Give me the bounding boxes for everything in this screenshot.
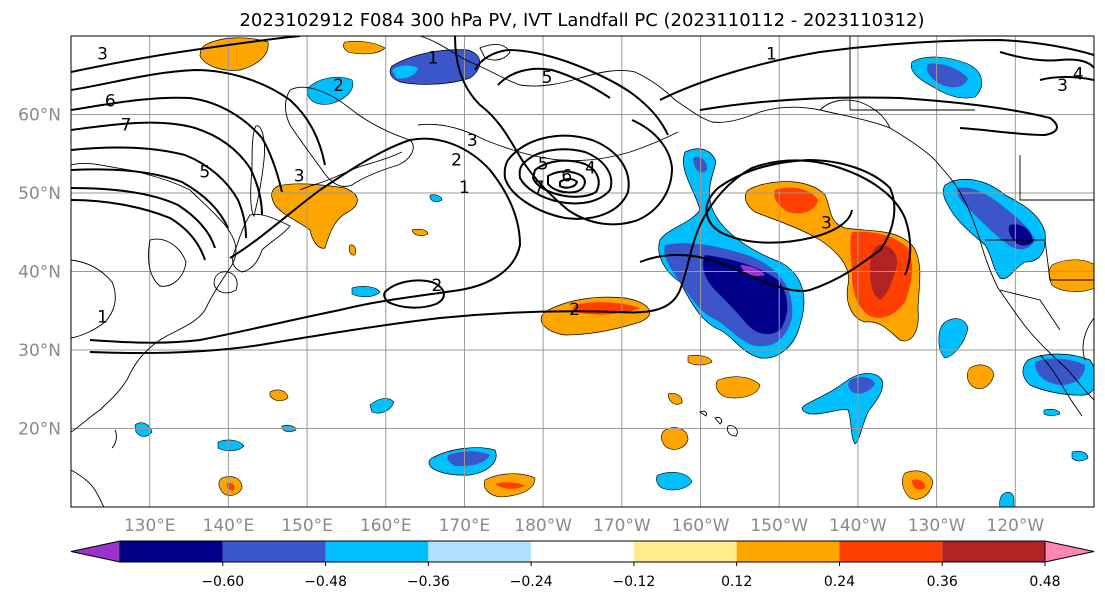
contour-label: 3 <box>467 131 478 151</box>
colorbar-bin <box>222 541 326 562</box>
colorbar-tick-label: 0.12 <box>721 574 752 590</box>
pv-contours <box>71 36 1094 355</box>
lon-tick-label: 150°W <box>750 516 808 536</box>
contour-label: 3 <box>97 45 108 65</box>
lon-tick-label: 150°E <box>281 516 333 536</box>
colorbar-bin <box>736 541 840 562</box>
contour-label: 1 <box>97 308 108 328</box>
contour-label: 7 <box>534 178 545 198</box>
contour-label: 3 <box>821 213 832 233</box>
contour-label: 2 <box>569 300 580 320</box>
lon-tick-label: 160°W <box>672 516 730 536</box>
lon-tick-label: 140°W <box>829 516 887 536</box>
contour-label: 7 <box>121 115 132 135</box>
colorbar-bin <box>531 541 634 562</box>
colorbar-tick-label: 0.48 <box>1029 574 1060 590</box>
lon-tick-label: 120°W <box>986 516 1044 536</box>
colorbar-bin <box>633 541 737 562</box>
contour-label: 2 <box>333 76 344 96</box>
coastlines <box>71 36 1094 507</box>
map-graticule <box>71 36 1094 507</box>
lat-tick-label: 40°N <box>18 263 61 283</box>
colorbar-bin <box>839 541 943 562</box>
colorbar-frame <box>119 540 1046 563</box>
colorbar-extend-low <box>70 540 121 563</box>
longitude-tick-labels: 130°E 140°E 150°E 160°E 170°E 180°W 170°W 160°W… <box>124 516 1045 536</box>
lon-tick-label: 170°E <box>439 516 491 536</box>
colorbar <box>70 540 1095 563</box>
lat-tick-label: 20°N <box>18 420 61 440</box>
colorbar-bin <box>120 541 223 562</box>
lon-tick-label: 160°E <box>360 516 412 536</box>
contour-label: 4 <box>1073 64 1084 84</box>
colorbar-tick-label: −0.60 <box>201 574 244 590</box>
contour-label: 1 <box>459 178 470 198</box>
lat-tick-label: 50°N <box>18 184 61 204</box>
contour-label: 6 <box>561 166 572 186</box>
contour-label: 5 <box>542 68 553 88</box>
contour-label: 2 <box>451 151 462 171</box>
colorbar-tick-label: −0.48 <box>304 574 347 590</box>
lat-tick-label: 60°N <box>18 106 61 126</box>
map-title: 2023102912 F084 300 hPa PV, IVT Landfall… <box>239 10 924 31</box>
colorbar-bin <box>325 541 429 562</box>
lon-tick-label: 170°W <box>593 516 651 536</box>
contour-label: 3 <box>1057 76 1068 96</box>
colorbar-tick-label: 0.36 <box>927 574 958 590</box>
contour-label: 5 <box>538 155 549 175</box>
colorbar-bin <box>428 541 532 562</box>
ivt-shading <box>134 37 1094 507</box>
colorbar-tick-labels: −0.60 −0.48 −0.36 −0.24 −0.12 0.12 0.24 0.36 0.4… <box>201 562 1061 590</box>
colorbar-extend-high <box>1044 540 1095 563</box>
contour-label: 4 <box>585 158 596 178</box>
contour-label: 1 <box>766 45 777 65</box>
lat-tick-label: 30°N <box>18 341 61 361</box>
lon-tick-label: 130°E <box>124 516 176 536</box>
colorbar-tick-label: −0.12 <box>612 574 655 590</box>
colorbar-bin <box>942 541 1045 562</box>
lon-tick-label: 130°W <box>908 516 966 536</box>
contour-label: 6 <box>105 92 116 112</box>
contour-label: 2 <box>432 276 443 296</box>
map-frame <box>70 35 1095 508</box>
lon-tick-label: 180°W <box>514 516 572 536</box>
latitude-tick-labels: 20°N 30°N 40°N 50°N 60°N <box>18 106 61 440</box>
colorbar-tick-label: −0.36 <box>407 574 450 590</box>
contour-label: 1 <box>428 49 439 69</box>
colorbar-tick-label: 0.24 <box>824 574 855 590</box>
colorbar-tick-label: −0.24 <box>510 574 553 590</box>
contour-label: 5 <box>199 162 210 182</box>
contour-label: 3 <box>294 166 305 186</box>
lon-tick-label: 140°E <box>203 516 255 536</box>
